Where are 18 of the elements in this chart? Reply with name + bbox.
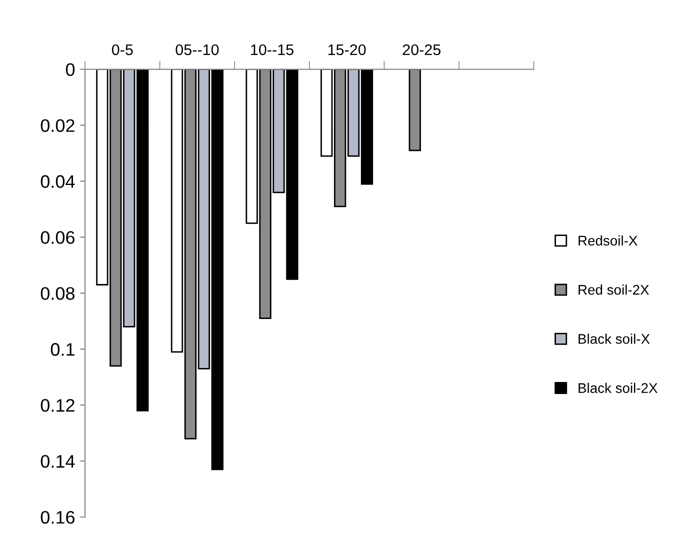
- x-tick-label: 20-25: [402, 44, 440, 56]
- y-tick-label: 0.06: [40, 231, 74, 244]
- y-tick-label: 0.08: [40, 287, 74, 300]
- legend-label: Black soil-X: [578, 334, 650, 344]
- y-tick-label: 0.1: [50, 343, 74, 356]
- y-tick-label: 0.12: [40, 399, 74, 412]
- legend-label: Redsoil-X: [578, 235, 638, 246]
- x-tick-label: 05--10: [176, 44, 219, 56]
- y-tick-label: 0.16: [40, 510, 74, 524]
- legend-label: Red soil-2X: [578, 284, 649, 295]
- y-tick-label: 0.02: [40, 119, 74, 132]
- x-tick-label: 15-20: [328, 44, 366, 56]
- x-tick-label: 10--15: [251, 44, 294, 56]
- legend-label: Black soil-2X: [578, 382, 658, 393]
- y-tick-label: 0.04: [40, 175, 75, 188]
- y-tick-label: 0: [66, 63, 75, 76]
- x-tick-label: 0-5: [112, 44, 133, 56]
- y-tick-label: 0.14: [40, 454, 75, 468]
